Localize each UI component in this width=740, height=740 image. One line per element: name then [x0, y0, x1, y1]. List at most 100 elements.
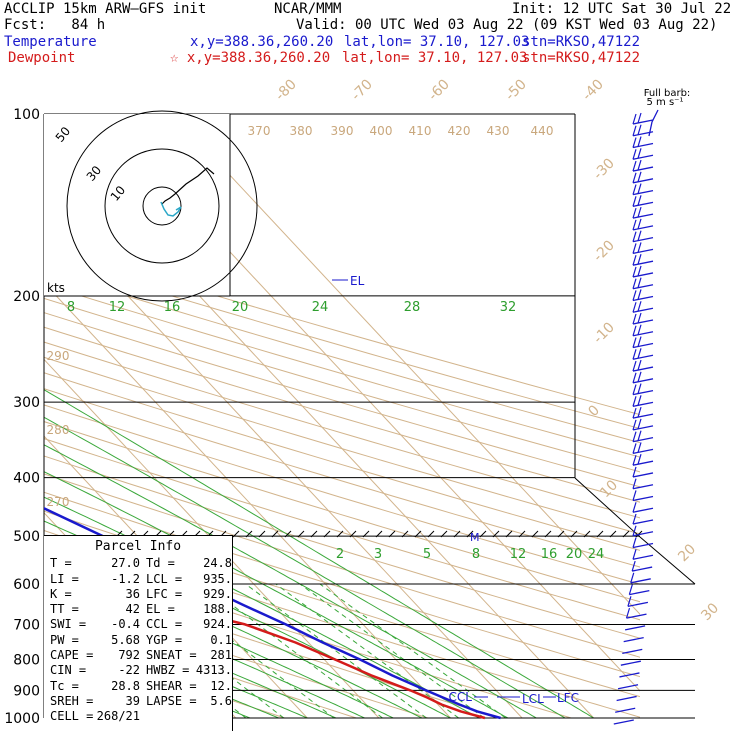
parcel-key: LI =: [50, 571, 79, 586]
mixing-ratio-line: [203, 583, 383, 719]
mixing-ratio-label: 12: [510, 547, 527, 562]
parcel-info-title: Parcel Info: [94, 539, 182, 554]
wind-barb-feather: [632, 407, 637, 419]
parcel-value: 924.: [203, 617, 232, 632]
isotherm-label: -40: [579, 76, 606, 103]
parcel-value: -1.2: [111, 571, 140, 586]
parcel-value: 4313.: [195, 663, 232, 678]
wind-barb-feather: [637, 265, 642, 277]
dry-adiabat-label: 440: [531, 124, 554, 138]
wind-barb: [632, 389, 654, 396]
parcel-key: TT =: [50, 602, 79, 617]
wind-barb-feather: [628, 584, 633, 595]
wind-barb: [632, 307, 654, 313]
parcel-value: 268/21: [96, 709, 140, 724]
level-label-lcl: LCL: [522, 692, 544, 706]
wind-barb-feather: [631, 560, 636, 572]
parcel-key: K =: [50, 586, 72, 601]
dry-adiabat-label: 430: [487, 124, 510, 138]
parcel-value: -22: [118, 663, 140, 678]
wind-barb-feather: [637, 395, 642, 406]
wind-barb-feather: [637, 242, 642, 253]
wind-barb-feather: [632, 396, 637, 407]
pressure-tick-label: 400: [13, 471, 40, 487]
wind-barb-feather: [632, 231, 637, 242]
mixing-ratio-label: 16: [541, 547, 558, 562]
freezing-level-hatch: [401, 530, 409, 538]
dry-adiabat-line: [44, 270, 640, 444]
freezing-level-hatch: [609, 530, 617, 538]
wind-barb-feather: [637, 136, 642, 147]
wind-barb: [615, 707, 636, 713]
dry-adiabat-line: [44, 455, 640, 639]
wind-barb-feather: [632, 384, 637, 395]
moist-adiabat-label: 12: [109, 300, 126, 315]
dry-adiabat-label: 420: [448, 124, 471, 138]
wind-barb: [632, 295, 654, 302]
parcel-key: SWI =: [50, 617, 87, 632]
level-label-lfc: LFC: [557, 691, 579, 705]
wind-barb: [632, 342, 654, 349]
parcel-value: 42: [125, 602, 140, 617]
dewpoint-station: stn=RKSO,47122: [522, 50, 641, 66]
pressure-tick-label: 300: [13, 395, 40, 411]
init-time: Init: 12 UTC Sat 30 Jul 22: [512, 1, 732, 17]
freezing-level-hatch: [570, 530, 578, 538]
mixing-ratio-line: [275, 583, 459, 719]
wind-barb: [632, 566, 653, 572]
freezing-level-hatch: [323, 530, 331, 538]
mixing-ratio-line: [319, 583, 506, 719]
level-label-ccl: CCL: [449, 690, 473, 704]
wind-barb-feather: [632, 431, 637, 442]
wind-barb-feather: [632, 149, 637, 160]
pressure-tick-label: 500: [13, 529, 40, 545]
wind-barb-feather: [632, 313, 637, 325]
isotherm-label: -10: [590, 319, 617, 346]
wind-barb-feather: [632, 113, 637, 125]
isotherm-line: [172, 114, 640, 615]
moist-adiabat-label: 32: [500, 300, 517, 315]
parcel-key: LAPSE =: [146, 693, 197, 708]
hodograph-trace: [161, 167, 215, 205]
wind-barb: [632, 178, 654, 184]
parcel-key: CIN =: [50, 663, 87, 678]
dry-adiabat-line: [44, 312, 640, 488]
freezing-level-hatch: [622, 530, 630, 538]
freezing-level-hatch: [479, 530, 487, 538]
mixing-ratio-line: [299, 583, 485, 719]
parcel-value: 281: [210, 648, 232, 663]
wind-barb-feather: [632, 502, 637, 513]
dewpoint-latlon: lat,lon= 37.10, 127.03: [342, 50, 528, 66]
mixing-ratio-line: [245, 583, 427, 719]
freezing-level-hatch: [505, 530, 513, 538]
mixing-ratio-label: 8: [472, 547, 480, 562]
wind-barb-feather: [632, 478, 637, 489]
moist-adiabat-label: 24: [312, 300, 329, 315]
parcel-key: HWBZ =: [146, 663, 190, 678]
parcel-key: Td =: [146, 556, 175, 571]
isotherm-label: 20: [675, 541, 699, 565]
parcel-value: 929.: [203, 586, 232, 601]
wind-barb: [632, 213, 654, 219]
hodograph-ring: [104, 148, 220, 264]
wind-barb: [632, 142, 654, 149]
wind-barb-feather: [632, 443, 637, 454]
barb-key-sample: [648, 109, 659, 137]
parcel-key: SREH =: [50, 693, 94, 708]
parcel-row: K = 36 LFC = 929.: [44, 587, 232, 602]
freezing-level-hatch: [245, 530, 253, 538]
freezing-level-hatch: [271, 530, 279, 538]
freezing-level-hatch: [596, 530, 604, 538]
wind-barb-feather: [632, 302, 637, 313]
parcel-key: CAPE =: [50, 648, 94, 663]
parcel-value: 27.0: [111, 556, 140, 571]
pressure-tick-label: 1000: [4, 711, 40, 727]
freezing-level-hatch: [427, 530, 435, 538]
parcel-key: EL =: [146, 602, 175, 617]
wind-barb: [632, 519, 654, 525]
parcel-value: 5.68: [111, 632, 140, 647]
parcel-row: CELL = 268/21: [44, 709, 232, 724]
wind-barb-feather: [632, 549, 637, 560]
parcel-key: Tc =: [50, 678, 79, 693]
dry-adiabat-label: 410: [409, 124, 432, 138]
